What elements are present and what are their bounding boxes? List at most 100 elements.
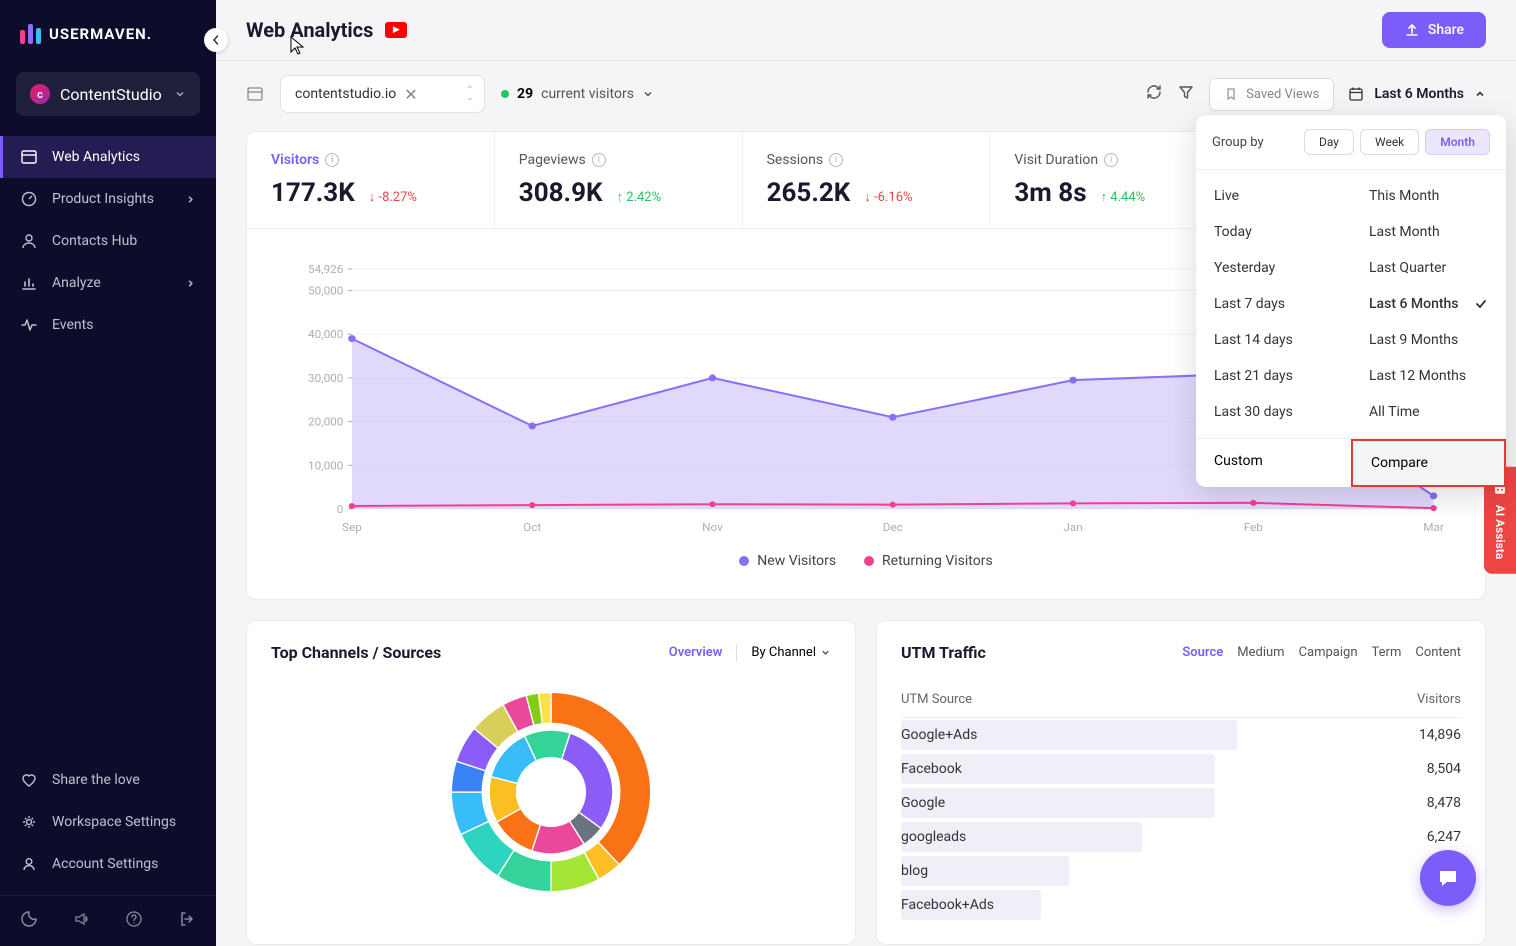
live-visitors[interactable]: 29 current visitors — [501, 86, 654, 102]
utm-visitors: 8,478 — [1427, 795, 1461, 811]
svg-text:50,000: 50,000 — [308, 284, 343, 298]
logout-icon[interactable] — [178, 910, 196, 932]
utm-source: Facebook — [901, 761, 962, 777]
chat-icon — [1435, 865, 1461, 891]
date-option[interactable]: Last 30 days — [1196, 394, 1351, 430]
legend-returning-visitors[interactable]: Returning Visitors — [864, 553, 993, 569]
nav-item-account-settings[interactable]: Account Settings — [0, 843, 216, 885]
utm-tab-content[interactable]: Content — [1415, 645, 1461, 660]
share-button[interactable]: Share — [1382, 12, 1486, 48]
utm-tab-medium[interactable]: Medium — [1237, 645, 1284, 660]
utm-row[interactable]: Google+Ads14,896 — [901, 718, 1461, 752]
date-option[interactable]: Yesterday — [1196, 250, 1351, 286]
info-icon[interactable]: i — [829, 153, 843, 167]
toolbar: contentstudio.io ✕ ⌃⌄ 29 current visitor… — [216, 61, 1516, 127]
date-option[interactable]: All Time — [1351, 394, 1506, 430]
pulse-icon — [20, 316, 38, 334]
date-custom-option[interactable]: Custom — [1196, 439, 1351, 487]
ai-tab-label: AI Assista — [1493, 505, 1507, 560]
saved-views-label: Saved Views — [1246, 87, 1319, 102]
date-option[interactable]: Last 9 Months — [1351, 322, 1506, 358]
utm-visitors: 8,504 — [1427, 761, 1461, 777]
utm-tab-campaign[interactable]: Campaign — [1299, 645, 1358, 660]
utm-tab-term[interactable]: Term — [1372, 645, 1402, 660]
info-icon[interactable]: i — [325, 153, 339, 167]
svg-text:54,926: 54,926 — [308, 262, 343, 276]
divider — [736, 645, 737, 661]
groupby-month[interactable]: Month — [1425, 129, 1490, 155]
svg-text:10,000: 10,000 — [308, 459, 343, 473]
domain-selector[interactable]: contentstudio.io ✕ ⌃⌄ — [280, 75, 485, 113]
nav-item-contacts-hub[interactable]: Contacts Hub — [0, 220, 216, 262]
date-option[interactable]: Last 21 days — [1196, 358, 1351, 394]
date-option[interactable]: Last 14 days — [1196, 322, 1351, 358]
svg-text:Dec: Dec — [883, 520, 903, 534]
groupby-week[interactable]: Week — [1360, 129, 1419, 155]
svg-text:20,000: 20,000 — [308, 415, 343, 429]
nav-item-product-insights[interactable]: Product Insights — [0, 178, 216, 220]
utm-row[interactable]: Facebook+Ads — [901, 888, 1461, 922]
metric-pageviews[interactable]: Pageviewsi 308.9K ↑ 2.42% — [495, 132, 743, 228]
nav-label: Events — [52, 317, 93, 333]
groupby-day[interactable]: Day — [1304, 129, 1354, 155]
channels-tab-by-channel[interactable]: By Channel — [751, 645, 831, 660]
legend-new-visitors[interactable]: New Visitors — [739, 553, 836, 569]
info-icon[interactable]: i — [592, 153, 606, 167]
nav-item-workspace-settings[interactable]: Workspace Settings — [0, 801, 216, 843]
filter-icon[interactable] — [1177, 83, 1195, 105]
metric-sessions[interactable]: Sessionsi 265.2K ↓ -6.16% — [743, 132, 991, 228]
metric-visitors[interactable]: Visitorsi 177.3K ↓ -8.27% — [247, 132, 495, 228]
workspace-name: ContentStudio — [60, 85, 162, 104]
date-option[interactable]: Last Month — [1351, 214, 1506, 250]
utm-col2: Visitors — [1417, 692, 1461, 707]
date-option[interactable]: Last 12 Months — [1351, 358, 1506, 394]
page-title: Web Analytics — [246, 18, 373, 42]
nav-label: Analyze — [52, 275, 101, 291]
person-icon — [20, 855, 38, 873]
nav-item-web-analytics[interactable]: Web Analytics — [0, 136, 216, 178]
date-compare-option[interactable]: Compare — [1351, 439, 1506, 487]
utm-row[interactable]: Facebook 8,504 — [901, 752, 1461, 786]
date-options-right: This MonthLast MonthLast QuarterLast 6 M… — [1351, 178, 1506, 430]
info-icon[interactable]: i — [1104, 153, 1118, 167]
channels-tab-overview[interactable]: Overview — [669, 645, 723, 660]
domain-chevrons-icon[interactable]: ⌃⌄ — [466, 87, 474, 101]
date-option[interactable]: Live — [1196, 178, 1351, 214]
theme-toggle-icon[interactable] — [20, 910, 38, 932]
metric-change: ↓ -6.16% — [864, 189, 912, 205]
utm-tab-source[interactable]: Source — [1182, 645, 1223, 660]
date-option[interactable]: Last 7 days — [1196, 286, 1351, 322]
utm-row[interactable]: googleads6,247 — [901, 820, 1461, 854]
calendar-icon — [1348, 86, 1364, 102]
sidebar-collapse-button[interactable] — [204, 28, 228, 52]
metric-value: 265.2K — [767, 178, 851, 208]
nav-item-analyze[interactable]: Analyze — [0, 262, 216, 304]
logo-icon — [20, 24, 41, 44]
nav-item-share-love[interactable]: Share the love — [0, 759, 216, 801]
date-option[interactable]: Last Quarter — [1351, 250, 1506, 286]
date-option[interactable]: Today — [1196, 214, 1351, 250]
workspace-avatar: c — [30, 84, 50, 104]
youtube-icon[interactable]: ▶ — [385, 22, 407, 38]
check-icon — [1474, 297, 1488, 311]
saved-views-button[interactable]: Saved Views — [1209, 78, 1334, 111]
chevron-up-icon — [1474, 88, 1486, 100]
date-range-button[interactable]: Last 6 Months — [1348, 86, 1486, 102]
help-icon[interactable] — [125, 910, 143, 932]
date-options-left: LiveTodayYesterdayLast 7 daysLast 14 day… — [1196, 178, 1351, 430]
utm-title: UTM Traffic — [901, 643, 986, 662]
utm-row[interactable]: blog — [901, 854, 1461, 888]
nav-item-events[interactable]: Events — [0, 304, 216, 346]
date-option[interactable]: Last 6 Months — [1351, 286, 1506, 322]
chat-fab[interactable] — [1420, 850, 1476, 906]
svg-text:Oct: Oct — [523, 520, 541, 534]
announce-icon[interactable] — [73, 910, 91, 932]
workspace-selector[interactable]: c ContentStudio — [16, 72, 200, 116]
page-header: Web Analytics ▶ Share — [216, 0, 1516, 61]
refresh-icon[interactable] — [1145, 83, 1163, 105]
utm-row[interactable]: Google 8,478 — [901, 786, 1461, 820]
metric-change: ↓ -8.27% — [369, 189, 417, 205]
domain-remove-icon[interactable]: ✕ — [404, 85, 417, 104]
date-option[interactable]: This Month — [1351, 178, 1506, 214]
utm-source: Google — [901, 795, 945, 811]
